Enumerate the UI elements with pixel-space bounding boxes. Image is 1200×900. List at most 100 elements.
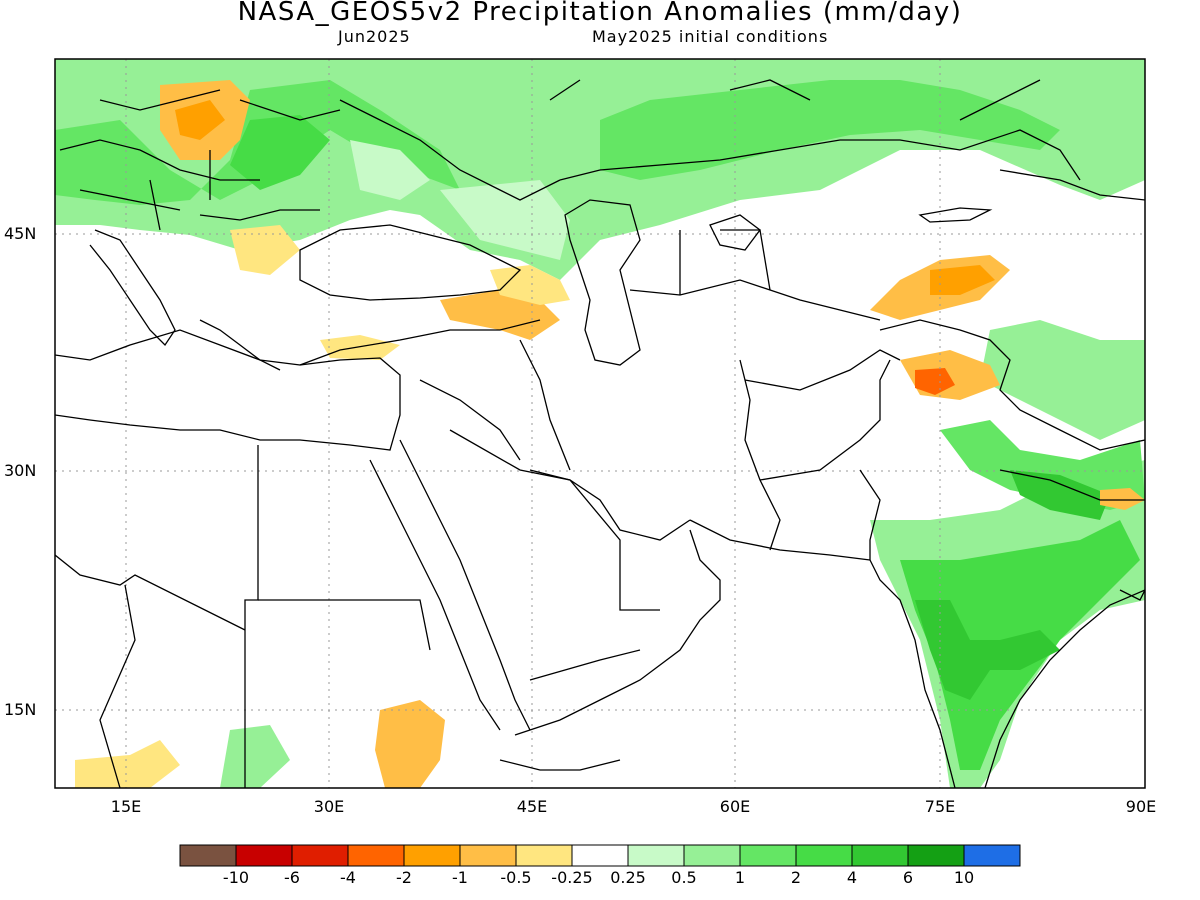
lon-label: 90E — [1125, 797, 1157, 816]
greece-coast — [199, 319, 281, 371]
colorbar-tick-label: 0.5 — [671, 868, 697, 887]
dry-balkans — [230, 225, 300, 275]
colorbar-tick-label: 10 — [953, 868, 975, 887]
colorbar-swatch — [963, 844, 1021, 867]
colorbar-swatch — [235, 844, 293, 867]
india-pakistan-border — [859, 469, 881, 560]
colorbar-swatch — [795, 844, 853, 867]
sudan-border — [258, 599, 431, 651]
colorbar-tick-label: -4 — [340, 868, 356, 887]
colorbar-swatch — [403, 844, 461, 867]
turkey-border — [299, 319, 541, 366]
iran-east-border — [739, 359, 781, 551]
colorbar-tick-label: 1 — [734, 868, 746, 887]
iran-coast — [689, 519, 871, 561]
dry-sahel — [75, 740, 180, 788]
lat-label: 30N — [4, 461, 37, 480]
wet-region-tibet — [980, 320, 1145, 440]
wet-region-nepal — [1010, 470, 1110, 520]
dry-ethiopia — [375, 700, 445, 788]
map-title: NASA_GEOS5v2 Precipitation Anomalies (mm… — [237, 0, 963, 27]
horn-of-africa — [499, 759, 621, 771]
colorbar-swatch — [571, 844, 629, 867]
nepal-border — [999, 469, 1145, 501]
africa-internal — [99, 584, 136, 788]
wet-light-europe — [350, 140, 430, 200]
lat-lon-grid — [55, 59, 1145, 788]
red-sea-east — [399, 439, 531, 731]
dry-tianshan-core — [930, 265, 995, 295]
lon-label: 60E — [719, 797, 751, 816]
coastlines-and-borders — [55, 79, 1145, 788]
wet-region-siberia — [600, 80, 1060, 180]
persian-gulf — [529, 469, 691, 541]
kazakhstan-north — [559, 129, 1081, 181]
europe-borders — [59, 89, 341, 231]
plot-frame — [54, 58, 1146, 789]
india-east-coast — [984, 589, 1145, 788]
afghanistan-border — [744, 349, 901, 391]
black-sea-coast — [299, 224, 522, 301]
kazakhstan-south — [629, 279, 881, 321]
colorbar-tick-label: 0.25 — [610, 868, 646, 887]
arabia-south — [514, 529, 721, 736]
mediterranean-coast — [55, 329, 401, 451]
colorbar-swatch — [739, 844, 797, 867]
colorbar-swatch — [179, 844, 237, 867]
pakistan-border — [759, 359, 891, 481]
dry-bangladesh — [1100, 488, 1145, 510]
india-west-coast — [869, 559, 956, 788]
red-sea-west — [369, 459, 501, 731]
lon-label: 75E — [924, 797, 956, 816]
chad-border — [55, 554, 246, 631]
anomaly-field — [55, 59, 1145, 788]
wet-region-himalaya — [940, 420, 1145, 510]
aral-sea — [709, 214, 761, 251]
colorbar-swatch — [851, 844, 909, 867]
wet-light-black-sea — [440, 180, 570, 260]
dry-caucasus-2 — [490, 265, 570, 305]
forecast-month: Jun2025 — [338, 27, 411, 46]
lat-label: 45N — [4, 224, 37, 243]
iraq-iran-border — [519, 339, 571, 471]
colorbar-tick-label: 6 — [902, 868, 914, 887]
balkhash-lake — [918, 207, 993, 223]
colorbar-swatch — [515, 844, 573, 867]
mongolia-border — [999, 169, 1145, 201]
saudi-border — [449, 429, 660, 611]
colorbar-tick-label: -10 — [222, 868, 250, 887]
lon-label: 15E — [110, 797, 142, 816]
wet-sudan — [220, 725, 290, 788]
lon-label: 30E — [313, 797, 345, 816]
colorbar-swatch — [347, 844, 405, 867]
colorbar-swatch — [459, 844, 517, 867]
wet-region-east — [230, 115, 330, 190]
dry-poland-core — [175, 100, 225, 140]
lat-label: 15N — [4, 700, 37, 719]
colorbar-tick-label: -6 — [284, 868, 300, 887]
yemen-border — [529, 649, 641, 681]
dry-kashmir-core — [915, 368, 955, 395]
colorbar-tick-label: -2 — [396, 868, 412, 887]
syria-iraq-border — [419, 379, 521, 461]
colorbar-swatch — [291, 844, 349, 867]
colorbar-tick-label: -0.5 — [500, 868, 532, 887]
wet-region-india-3 — [915, 600, 1060, 700]
colorbar-swatch — [683, 844, 741, 867]
initial-conditions: May2025 initial conditions — [592, 27, 829, 46]
colorbar — [179, 844, 1021, 867]
colorbar-swatch — [627, 844, 685, 867]
colorbar-tick-label: 4 — [846, 868, 858, 887]
russia-borders — [339, 79, 1041, 201]
egypt-libya-border — [244, 445, 259, 788]
china-border — [879, 319, 1145, 451]
colorbar-tick-label: -0.25 — [551, 868, 593, 887]
caspian-coast — [564, 199, 641, 366]
dry-anatolia — [320, 335, 400, 360]
colorbar-swatch — [907, 844, 965, 867]
lon-label: 45E — [516, 797, 548, 816]
colorbar-tick-label: -1 — [452, 868, 468, 887]
lake-victoria-region — [1119, 589, 1145, 601]
italy-coast — [89, 229, 176, 347]
